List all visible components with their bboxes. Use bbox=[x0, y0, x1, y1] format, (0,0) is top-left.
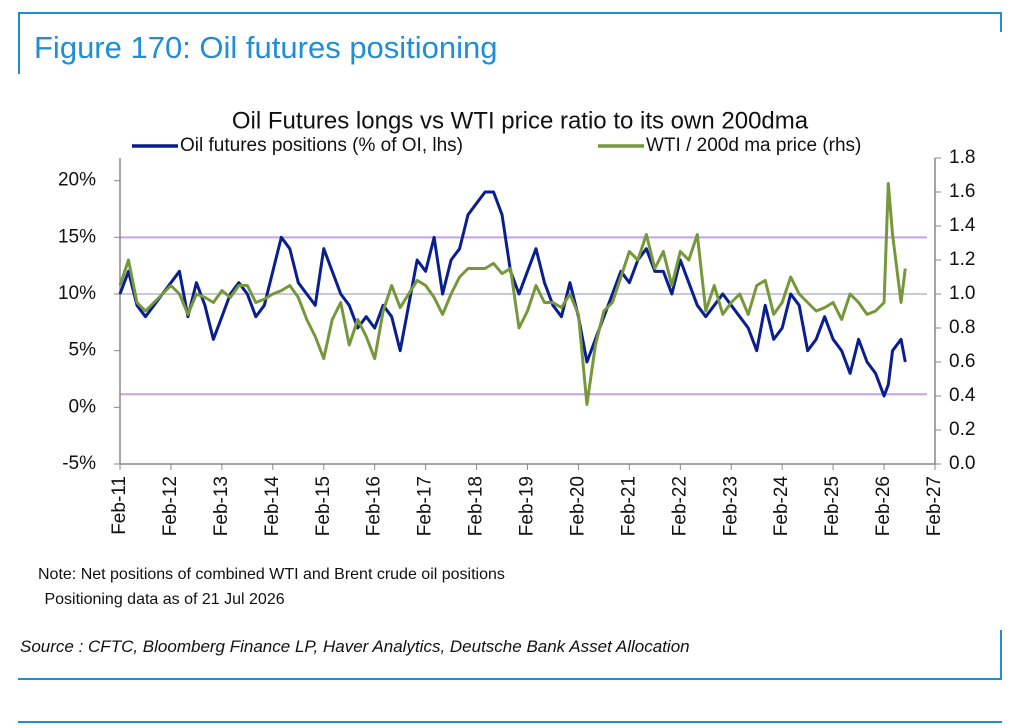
x-tick-label: Feb-26 bbox=[873, 476, 894, 536]
y-tick-label: 20% bbox=[58, 170, 96, 191]
series-line bbox=[118, 190, 907, 398]
y2-tick-label: 1.2 bbox=[949, 249, 975, 270]
x-tick-label: Feb-18 bbox=[466, 476, 487, 536]
y2-tick-label: 1.0 bbox=[949, 283, 975, 304]
note: Note: Net positions of combined WTI and … bbox=[38, 566, 505, 583]
source: Source : CFTC, Bloomberg Finance LP, Hav… bbox=[20, 637, 690, 656]
legend-label: Oil futures positions (% of OI, lhs) bbox=[180, 135, 463, 156]
y2-tick-label: 0.8 bbox=[949, 317, 975, 338]
x-tick-label: Feb-11 bbox=[109, 476, 130, 535]
x-tick-label: Feb-14 bbox=[262, 476, 283, 537]
y2-tick-label: 0.0 bbox=[949, 453, 975, 474]
top-rule bbox=[18, 12, 1002, 14]
y2-tick-label: 0.4 bbox=[949, 385, 976, 406]
y-tick-label: 15% bbox=[58, 226, 96, 247]
chart-title: Oil Futures longs vs WTI price ratio to … bbox=[232, 107, 809, 134]
x-tick-label: Feb-27 bbox=[924, 476, 945, 536]
y2-tick-label: 0.2 bbox=[949, 419, 975, 440]
bottom-rule bbox=[18, 678, 1002, 680]
x-tick-label: Feb-17 bbox=[415, 476, 436, 536]
x-tick-label: Feb-13 bbox=[211, 476, 232, 536]
y-tick-label: 0% bbox=[69, 396, 97, 417]
legend-label: WTI / 200d ma price (rhs) bbox=[646, 135, 861, 156]
x-tick-label: Feb-21 bbox=[618, 476, 639, 536]
note: Positioning data as of 21 Jul 2026 bbox=[40, 591, 285, 608]
y-tick-label: -5% bbox=[62, 453, 96, 474]
x-tick-label: Feb-16 bbox=[364, 476, 385, 536]
x-tick-label: Feb-22 bbox=[669, 476, 690, 536]
bottom-rule bbox=[18, 721, 1002, 723]
x-tick-label: Feb-19 bbox=[517, 476, 538, 536]
y-tick-label: 5% bbox=[69, 340, 97, 361]
x-tick-label: Feb-24 bbox=[771, 476, 792, 537]
left-rule bbox=[18, 12, 20, 74]
series-line bbox=[118, 182, 907, 406]
x-tick-label: Feb-23 bbox=[720, 476, 741, 536]
x-tick-label: Feb-12 bbox=[160, 476, 181, 536]
right-rule bbox=[1000, 630, 1002, 680]
x-tick-label: Feb-20 bbox=[567, 476, 588, 536]
x-tick-label: Feb-15 bbox=[313, 476, 334, 536]
figure-title: Figure 170: Oil futures positioning bbox=[34, 30, 498, 65]
y2-tick-label: 1.6 bbox=[949, 181, 975, 202]
y2-tick-label: 0.6 bbox=[949, 351, 975, 372]
x-tick-label: Feb-25 bbox=[822, 476, 843, 536]
y2-tick-label: 1.4 bbox=[949, 215, 976, 236]
y2-tick-label: 1.8 bbox=[949, 147, 975, 168]
right-rule bbox=[1000, 12, 1002, 32]
y-tick-label: 10% bbox=[58, 283, 96, 304]
